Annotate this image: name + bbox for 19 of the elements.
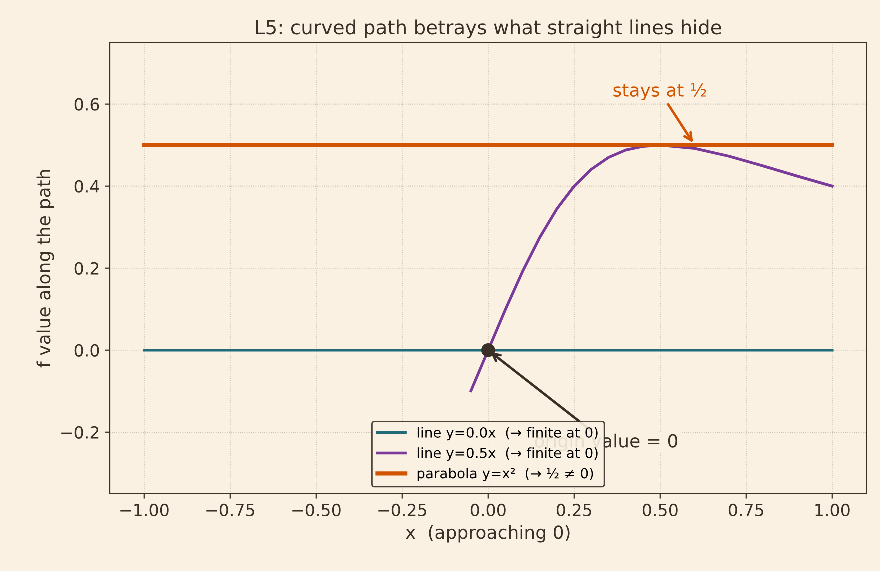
x-tick-label: 0.50 xyxy=(642,504,678,517)
x-tick-label: 0.25 xyxy=(556,504,592,517)
y-tick-label: 0.4 xyxy=(74,180,100,193)
chart-title: L5: curved path betrays what straight lines hide xyxy=(256,20,722,39)
annotation: stays at ½ xyxy=(614,83,706,100)
x-tick-label: 0.00 xyxy=(470,504,506,517)
y-tick-label: 0.0 xyxy=(74,344,100,357)
x-axis-title: x (approaching 0) xyxy=(406,525,570,543)
legend-label: parabola y=x² (→ ½ ≠ 0) xyxy=(418,468,594,482)
x-tick-label: −0.50 xyxy=(292,504,341,517)
y-tick-label: 0.6 xyxy=(74,98,100,111)
x-tick-label: 1.00 xyxy=(816,504,850,517)
x-tick-label: 0.75 xyxy=(728,504,764,517)
x-tick-label: −1.00 xyxy=(120,504,169,517)
y-tick-label: 0.2 xyxy=(74,262,99,275)
y-tick-label: −0.2 xyxy=(62,426,99,439)
y-axis-title: f value along the path xyxy=(36,170,54,368)
x-tick-label: −0.25 xyxy=(378,504,426,517)
x-tick-label: −0.75 xyxy=(206,504,254,517)
